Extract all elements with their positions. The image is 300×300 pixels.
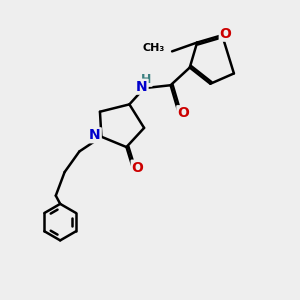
Text: O: O [177, 106, 189, 120]
Text: N: N [89, 128, 101, 142]
Text: H: H [141, 73, 152, 86]
Text: O: O [220, 27, 232, 41]
Text: CH₃: CH₃ [142, 44, 165, 53]
Text: O: O [132, 161, 144, 175]
Text: N: N [136, 80, 148, 94]
